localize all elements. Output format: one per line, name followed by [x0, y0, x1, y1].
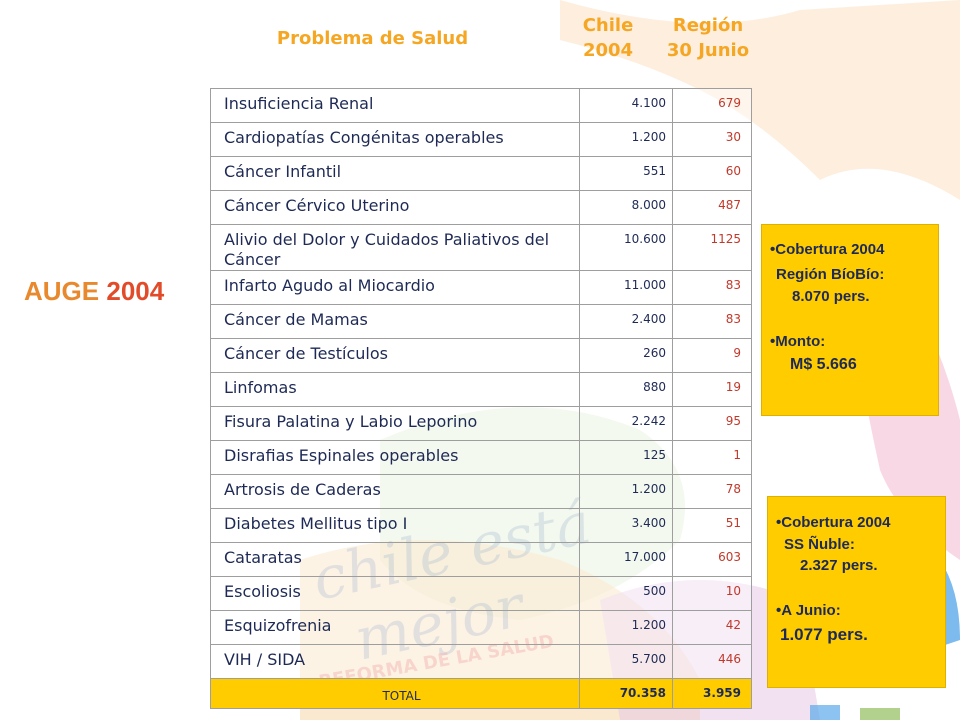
biobio-line5: M$ 5.666	[790, 356, 857, 373]
region-count: 1125	[672, 224, 752, 271]
table-row: Cáncer Cérvico Uterino 8.000 487	[210, 190, 752, 225]
table-row: Cáncer Infantil 551 60	[210, 156, 752, 191]
problem-name: Insuficiencia Renal	[210, 88, 580, 123]
header-region-line1: Región	[672, 15, 744, 36]
chile-count: 1.200	[579, 610, 673, 645]
region-count: 603	[672, 542, 752, 577]
chile-count: 551	[579, 156, 673, 191]
total-label: TOTAL	[210, 678, 580, 709]
chile-count: 125	[579, 440, 673, 475]
chile-count: 880	[579, 372, 673, 407]
table-row: Cáncer de Mamas 2.400 83	[210, 304, 752, 339]
region-count: 51	[672, 508, 752, 543]
auge-word: AUGE	[24, 276, 100, 306]
region-count: 487	[672, 190, 752, 225]
region-count: 446	[672, 644, 752, 679]
problem-name: Esquizofrenia	[210, 610, 580, 645]
auge-year: 2004	[106, 276, 165, 306]
total-row: TOTAL 70.358 3.959	[210, 678, 752, 709]
region-count: 78	[672, 474, 752, 509]
chile-count: 3.400	[579, 508, 673, 543]
region-count: 83	[672, 304, 752, 339]
table-row: Alivio del Dolor y Cuidados Paliativos d…	[210, 224, 752, 271]
total-region: 3.959	[672, 678, 752, 709]
chile-count: 2.242	[579, 406, 673, 441]
problem-name: Escoliosis	[210, 576, 580, 611]
chile-count: 1.200	[579, 474, 673, 509]
nuble-coverage-box: •Cobertura 2004 SS Ñuble: 2.327 pers. •A…	[767, 496, 946, 688]
biobio-line3: 8.070 pers.	[792, 288, 870, 305]
chile-count: 2.400	[579, 304, 673, 339]
biobio-line4: •Monto:	[770, 333, 826, 350]
table-row: Disrafias Espinales operables 125 1	[210, 440, 752, 475]
table-row: Cardiopatías Congénitas operables 1.200 30	[210, 122, 752, 157]
table-row: Fisura Palatina y Labio Leporino 2.242 95	[210, 406, 752, 441]
problem-name: Alivio del Dolor y Cuidados Paliativos d…	[210, 224, 580, 271]
problem-name: Fisura Palatina y Labio Leporino	[210, 406, 580, 441]
region-count: 95	[672, 406, 752, 441]
region-count: 10	[672, 576, 752, 611]
table-row: Escoliosis 500 10	[210, 576, 752, 611]
chile-count: 1.200	[579, 122, 673, 157]
table-row: Esquizofrenia 1.200 42	[210, 610, 752, 645]
region-count: 679	[672, 88, 752, 123]
table-row: Cataratas 17.000 603	[210, 542, 752, 577]
region-count: 1	[672, 440, 752, 475]
biobio-coverage-box: •Cobertura 2004 Región BíoBío: 8.070 per…	[761, 224, 939, 416]
chile-count: 4.100	[579, 88, 673, 123]
problem-name: Cáncer de Mamas	[210, 304, 580, 339]
header-chile-line2: 2004	[582, 40, 634, 61]
region-count: 83	[672, 270, 752, 305]
nuble-line1: •Cobertura 2004	[776, 514, 891, 531]
table-row: Diabetes Mellitus tipo I 3.400 51	[210, 508, 752, 543]
table-row: Infarto Agudo al Miocardio 11.000 83	[210, 270, 752, 305]
nuble-line5: 1.077 pers.	[780, 625, 868, 644]
chile-count: 10.600	[579, 224, 673, 271]
nuble-line4: •A Junio:	[776, 602, 841, 619]
problem-name: Cáncer Cérvico Uterino	[210, 190, 580, 225]
problem-name: Disrafias Espinales operables	[210, 440, 580, 475]
region-count: 9	[672, 338, 752, 373]
table-row: Insuficiencia Renal 4.100 679	[210, 88, 752, 123]
header-chile-line1: Chile	[582, 15, 634, 36]
total-chile: 70.358	[579, 678, 673, 709]
problem-name: Infarto Agudo al Miocardio	[210, 270, 580, 305]
nuble-line3: 2.327 pers.	[800, 557, 878, 574]
biobio-line1: •Cobertura 2004	[770, 241, 885, 258]
table-row: VIH / SIDA 5.700 446	[210, 644, 752, 679]
table-row: Cáncer de Testículos 260 9	[210, 338, 752, 373]
problem-name: VIH / SIDA	[210, 644, 580, 679]
chile-count: 500	[579, 576, 673, 611]
region-count: 19	[672, 372, 752, 407]
header-problem: Problema de Salud	[276, 28, 469, 49]
table-row: Linfomas 880 19	[210, 372, 752, 407]
chile-count: 11.000	[579, 270, 673, 305]
problem-name: Diabetes Mellitus tipo I	[210, 508, 580, 543]
chile-count: 8.000	[579, 190, 673, 225]
region-count: 30	[672, 122, 752, 157]
header-region-line2: 30 Junio	[666, 40, 750, 61]
problem-name: Cataratas	[210, 542, 580, 577]
problem-name: Linfomas	[210, 372, 580, 407]
header-region: Región 30 Junio	[658, 13, 758, 63]
region-count: 42	[672, 610, 752, 645]
nuble-line2: SS Ñuble:	[784, 536, 855, 553]
auge-title: AUGE 2004	[24, 276, 164, 307]
header-chile: Chile 2004	[568, 13, 648, 63]
chile-count: 17.000	[579, 542, 673, 577]
problem-name: Cáncer de Testículos	[210, 338, 580, 373]
problem-name: Cáncer Infantil	[210, 156, 580, 191]
problem-name: Artrosis de Caderas	[210, 474, 580, 509]
chile-count: 5.700	[579, 644, 673, 679]
biobio-line2: Región BíoBío:	[776, 266, 885, 283]
chile-count: 260	[579, 338, 673, 373]
problem-name: Cardiopatías Congénitas operables	[210, 122, 580, 157]
region-count: 60	[672, 156, 752, 191]
table-row: Artrosis de Caderas 1.200 78	[210, 474, 752, 509]
health-problems-table: Insuficiencia Renal 4.100 679 Cardiopatías…	[210, 88, 752, 709]
